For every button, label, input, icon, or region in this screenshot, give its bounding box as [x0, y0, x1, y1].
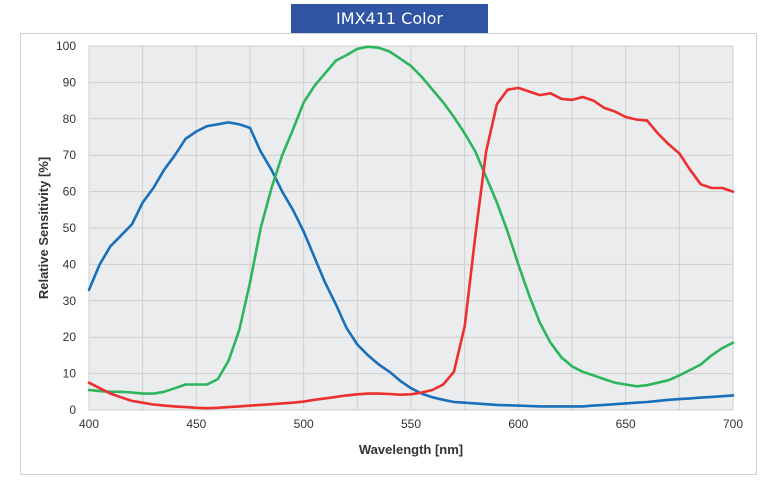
- y-tick-label: 50: [63, 221, 77, 235]
- red-series-line: [87, 86, 735, 410]
- data-series: [87, 45, 735, 410]
- green-series-line: [87, 45, 735, 395]
- y-tick-label: 40: [63, 257, 77, 271]
- chart-frame: [20, 33, 757, 475]
- y-tick-label: 70: [63, 148, 77, 162]
- x-axis-ticks: 400 450 500 550 600 650 700: [79, 417, 743, 431]
- y-tick-label: 60: [63, 185, 77, 199]
- x-tick-label: 600: [508, 417, 528, 431]
- y-tick-label: 10: [63, 367, 77, 381]
- y-tick-label: 30: [63, 294, 77, 308]
- x-tick-label: 700: [723, 417, 743, 431]
- x-tick-label: 450: [186, 417, 206, 431]
- y-axis-label: Relative Sensitivity [%]: [36, 157, 51, 299]
- y-tick-label: 0: [69, 403, 76, 417]
- y-tick-label: 90: [63, 75, 77, 89]
- x-tick-label: 550: [401, 417, 421, 431]
- x-axis-label: Wavelength [nm]: [359, 442, 463, 457]
- x-tick-label: 500: [294, 417, 314, 431]
- chart-title: IMX411 Color: [291, 4, 488, 33]
- y-tick-label: 100: [56, 39, 76, 53]
- blue-series-line: [87, 121, 735, 408]
- y-axis-ticks: 0 10 20 30 40 50 60 70 80 90 100: [56, 39, 76, 417]
- y-tick-label: 80: [63, 112, 77, 126]
- grid-lines: [88, 45, 734, 411]
- x-tick-label: 400: [79, 417, 99, 431]
- x-tick-label: 650: [616, 417, 636, 431]
- y-tick-label: 20: [63, 330, 77, 344]
